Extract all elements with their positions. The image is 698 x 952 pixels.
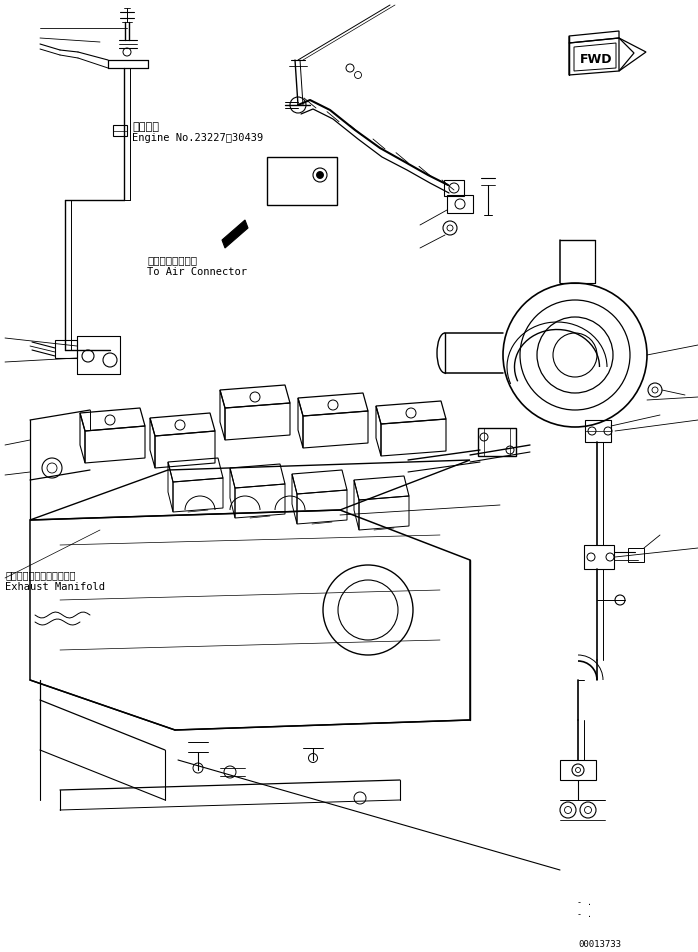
Bar xyxy=(267,157,337,205)
Bar xyxy=(478,428,516,456)
Text: - .: - . xyxy=(577,910,592,919)
Text: 00013733: 00013733 xyxy=(578,940,621,949)
Bar xyxy=(560,760,596,780)
Text: FWD: FWD xyxy=(580,53,613,66)
Bar xyxy=(55,340,77,358)
Polygon shape xyxy=(222,220,248,248)
Bar xyxy=(584,545,614,569)
Bar xyxy=(447,195,473,213)
Text: Engine No.23227〜30439: Engine No.23227〜30439 xyxy=(132,133,263,143)
Text: - .: - . xyxy=(577,898,592,907)
Text: エキゾーストマニホールド: エキゾーストマニホールド xyxy=(5,570,75,580)
Bar xyxy=(585,420,611,442)
Bar xyxy=(444,180,464,196)
Text: To Air Connector: To Air Connector xyxy=(147,267,247,277)
Text: 適用号機: 適用号機 xyxy=(132,122,159,132)
Text: Exhaust Manifold: Exhaust Manifold xyxy=(5,582,105,592)
Text: エアーコネクタへ: エアーコネクタへ xyxy=(147,255,197,265)
Circle shape xyxy=(316,171,323,179)
Bar xyxy=(628,548,644,562)
Bar xyxy=(113,125,127,136)
